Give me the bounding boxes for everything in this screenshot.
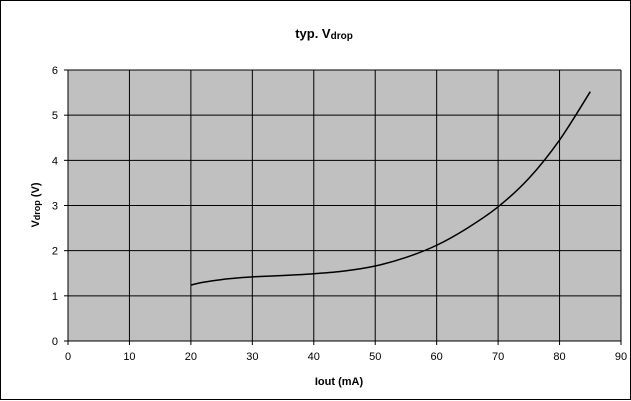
x-tick-label-80: 80	[553, 351, 565, 363]
grid-lines	[67, 69, 622, 342]
chart-title: typ. Vdrop	[295, 26, 353, 42]
x-tick-label-30: 30	[246, 351, 258, 363]
y-tick-label-3: 3	[52, 201, 58, 213]
y-tick-label-2: 2	[52, 246, 58, 258]
y-tick-label-0: 0	[52, 336, 58, 348]
chart-title-subscript: drop	[331, 31, 353, 42]
x-tick-label-0: 0	[65, 351, 71, 363]
x-tick-label-70: 70	[492, 351, 504, 363]
chart-title-main: typ. V	[295, 26, 331, 41]
y-tick-label-5: 5	[52, 110, 58, 122]
y-axis-label-unit: (V)	[30, 182, 42, 200]
x-tick-label-40: 40	[308, 351, 320, 363]
vdrop-series-line	[190, 91, 591, 286]
x-axis-ticks: 0 10 20 30 40 50 60 70 80 90	[65, 341, 627, 363]
x-tick-label-90: 90	[615, 351, 627, 363]
x-tick-label-10: 10	[123, 351, 135, 363]
x-tick-label-50: 50	[369, 351, 381, 363]
y-axis-label: Vdrop (V)	[30, 182, 42, 227]
x-axis-label: Iout (mA)	[315, 376, 364, 388]
y-tick-label-4: 4	[52, 155, 58, 167]
x-tick-label-20: 20	[185, 351, 197, 363]
y-tick-label-1: 1	[52, 291, 58, 303]
y-axis-ticks: 0 1 2 3 4 5 6	[52, 65, 68, 348]
y-axis-label-main: V	[30, 220, 42, 228]
y-axis-label-subscript: drop	[32, 200, 42, 220]
x-tick-label-60: 60	[431, 351, 443, 363]
y-tick-label-6: 6	[52, 65, 58, 77]
